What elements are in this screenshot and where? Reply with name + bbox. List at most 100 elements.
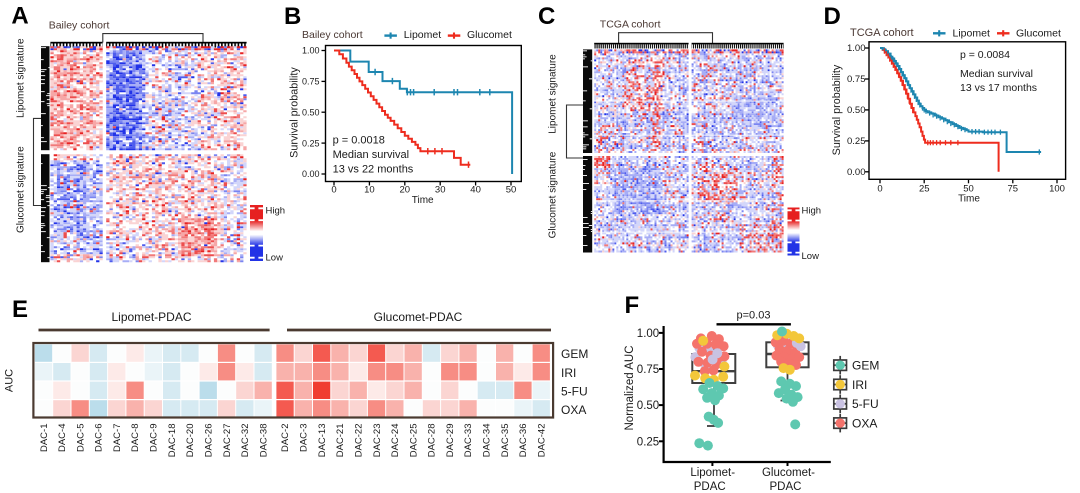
svg-text:DAC-3: DAC-3 bbox=[299, 424, 310, 453]
svg-text:5-FU: 5-FU bbox=[852, 397, 879, 411]
svg-text:DAC-26: DAC-26 bbox=[204, 424, 215, 458]
svg-text:Median survival: Median survival bbox=[333, 149, 409, 161]
svg-text:100: 100 bbox=[1049, 183, 1065, 194]
svg-text:Glucomet signature: Glucomet signature bbox=[15, 146, 26, 233]
svg-text:p = 0.0018: p = 0.0018 bbox=[333, 135, 385, 147]
svg-text:E: E bbox=[12, 296, 28, 323]
svg-text:C: C bbox=[538, 3, 555, 30]
svg-text:p=0.03: p=0.03 bbox=[737, 310, 771, 322]
svg-text:DAC-5: DAC-5 bbox=[75, 424, 86, 453]
svg-text:0.25: 0.25 bbox=[847, 136, 866, 147]
svg-text:30: 30 bbox=[435, 185, 446, 196]
svg-text:0: 0 bbox=[877, 183, 882, 194]
svg-text:Lipomet-: Lipomet- bbox=[690, 467, 735, 479]
svg-text:Low: Low bbox=[802, 251, 820, 262]
svg-text:DAC-28: DAC-28 bbox=[427, 424, 438, 458]
svg-text:Lipomet: Lipomet bbox=[404, 29, 441, 41]
svg-text:Survival probability: Survival probability bbox=[289, 67, 301, 158]
svg-text:0.00: 0.00 bbox=[302, 169, 320, 179]
svg-text:DAC-33: DAC-33 bbox=[463, 424, 474, 458]
svg-text:Survival probability: Survival probability bbox=[831, 64, 843, 155]
svg-text:DAC-21: DAC-21 bbox=[335, 424, 346, 458]
svg-text:0.75: 0.75 bbox=[847, 74, 866, 85]
svg-text:13 vs 17 months: 13 vs 17 months bbox=[960, 82, 1037, 94]
svg-text:DAC-9: DAC-9 bbox=[149, 424, 160, 453]
svg-text:0.00: 0.00 bbox=[847, 167, 866, 178]
svg-text:0.75: 0.75 bbox=[302, 77, 320, 87]
svg-text:0.50: 0.50 bbox=[302, 107, 320, 117]
svg-text:DAC-13: DAC-13 bbox=[317, 424, 328, 458]
svg-text:Glucomet: Glucomet bbox=[467, 29, 512, 41]
svg-text:DAC-38: DAC-38 bbox=[258, 424, 269, 458]
svg-text:0.75: 0.75 bbox=[637, 364, 659, 376]
svg-text:5-FU: 5-FU bbox=[561, 384, 588, 398]
svg-text:DAC-35: DAC-35 bbox=[500, 424, 511, 458]
svg-text:B: B bbox=[284, 3, 301, 30]
svg-text:GEM: GEM bbox=[852, 359, 879, 373]
svg-text:Time: Time bbox=[958, 194, 980, 205]
svg-text:Lipomet-PDAC: Lipomet-PDAC bbox=[111, 310, 191, 324]
svg-text:1.00: 1.00 bbox=[302, 46, 320, 56]
svg-text:p = 0.0084: p = 0.0084 bbox=[960, 49, 1010, 61]
svg-text:DAC-27: DAC-27 bbox=[222, 424, 233, 458]
svg-text:DAC-1: DAC-1 bbox=[39, 424, 50, 453]
svg-text:GEM: GEM bbox=[561, 347, 588, 361]
svg-text:DAC-20: DAC-20 bbox=[185, 424, 196, 458]
svg-text:TCGA cohort: TCGA cohort bbox=[850, 27, 914, 39]
svg-text:Lipomet signature: Lipomet signature bbox=[548, 54, 559, 134]
svg-text:20: 20 bbox=[400, 185, 411, 196]
svg-text:IRI: IRI bbox=[852, 378, 867, 392]
svg-text:PDAC: PDAC bbox=[770, 481, 802, 493]
svg-text:0.50: 0.50 bbox=[847, 105, 866, 116]
svg-text:DAC-36: DAC-36 bbox=[518, 424, 529, 458]
svg-text:DAC-34: DAC-34 bbox=[482, 424, 493, 458]
svg-text:TCGA cohort: TCGA cohort bbox=[600, 19, 661, 31]
svg-text:D: D bbox=[824, 3, 841, 30]
svg-text:DAC-22: DAC-22 bbox=[353, 424, 364, 458]
svg-text:High: High bbox=[802, 206, 822, 217]
svg-text:PDAC: PDAC bbox=[694, 481, 726, 493]
svg-text:0.25: 0.25 bbox=[302, 138, 320, 148]
svg-text:0: 0 bbox=[331, 185, 336, 196]
svg-text:Low: Low bbox=[266, 253, 284, 264]
svg-text:50: 50 bbox=[963, 183, 974, 194]
svg-text:10: 10 bbox=[364, 185, 375, 196]
svg-text:DAC-32: DAC-32 bbox=[240, 424, 251, 458]
svg-text:DAC-23: DAC-23 bbox=[372, 424, 383, 458]
svg-text:DAC-24: DAC-24 bbox=[390, 424, 401, 458]
svg-text:Time: Time bbox=[412, 195, 434, 206]
svg-text:Glucomet signature: Glucomet signature bbox=[548, 151, 559, 238]
svg-text:50: 50 bbox=[506, 185, 517, 196]
svg-text:Normalized AUC: Normalized AUC bbox=[624, 346, 636, 431]
svg-text:1.00: 1.00 bbox=[637, 328, 659, 340]
svg-text:DAC-8: DAC-8 bbox=[130, 424, 141, 453]
svg-text:1.00: 1.00 bbox=[847, 43, 866, 54]
svg-text:Bailey cohort: Bailey cohort bbox=[302, 29, 363, 41]
svg-text:Glucomet: Glucomet bbox=[1016, 28, 1061, 40]
svg-text:Lipomet: Lipomet bbox=[953, 28, 990, 40]
svg-text:OXA: OXA bbox=[852, 416, 877, 430]
svg-text:Glucomet-: Glucomet- bbox=[762, 467, 815, 479]
svg-text:IRI: IRI bbox=[561, 366, 576, 380]
svg-text:25: 25 bbox=[919, 183, 930, 194]
svg-text:Glucomet-PDAC: Glucomet-PDAC bbox=[374, 310, 463, 324]
svg-text:0.50: 0.50 bbox=[637, 400, 659, 412]
svg-text:DAC-6: DAC-6 bbox=[94, 424, 105, 453]
svg-text:DAC-42: DAC-42 bbox=[537, 424, 548, 458]
svg-text:OXA: OXA bbox=[561, 403, 586, 417]
svg-text:Lipomet signature: Lipomet signature bbox=[15, 38, 26, 118]
svg-text:13 vs 22 months: 13 vs 22 months bbox=[333, 163, 414, 175]
svg-text:DAC-4: DAC-4 bbox=[57, 424, 68, 453]
svg-text:DAC-25: DAC-25 bbox=[408, 424, 419, 458]
svg-text:Median survival: Median survival bbox=[960, 68, 1033, 80]
svg-text:75: 75 bbox=[1007, 183, 1018, 194]
svg-text:DAC-18: DAC-18 bbox=[167, 424, 178, 458]
svg-text:A: A bbox=[11, 3, 28, 30]
svg-text:High: High bbox=[266, 206, 286, 217]
svg-text:40: 40 bbox=[470, 185, 481, 196]
svg-text:DAC-2: DAC-2 bbox=[280, 424, 291, 453]
svg-text:0.25: 0.25 bbox=[637, 436, 659, 448]
svg-text:DAC-7: DAC-7 bbox=[112, 424, 123, 453]
svg-text:DAC-29: DAC-29 bbox=[445, 424, 456, 458]
svg-text:AUC: AUC bbox=[4, 369, 16, 392]
